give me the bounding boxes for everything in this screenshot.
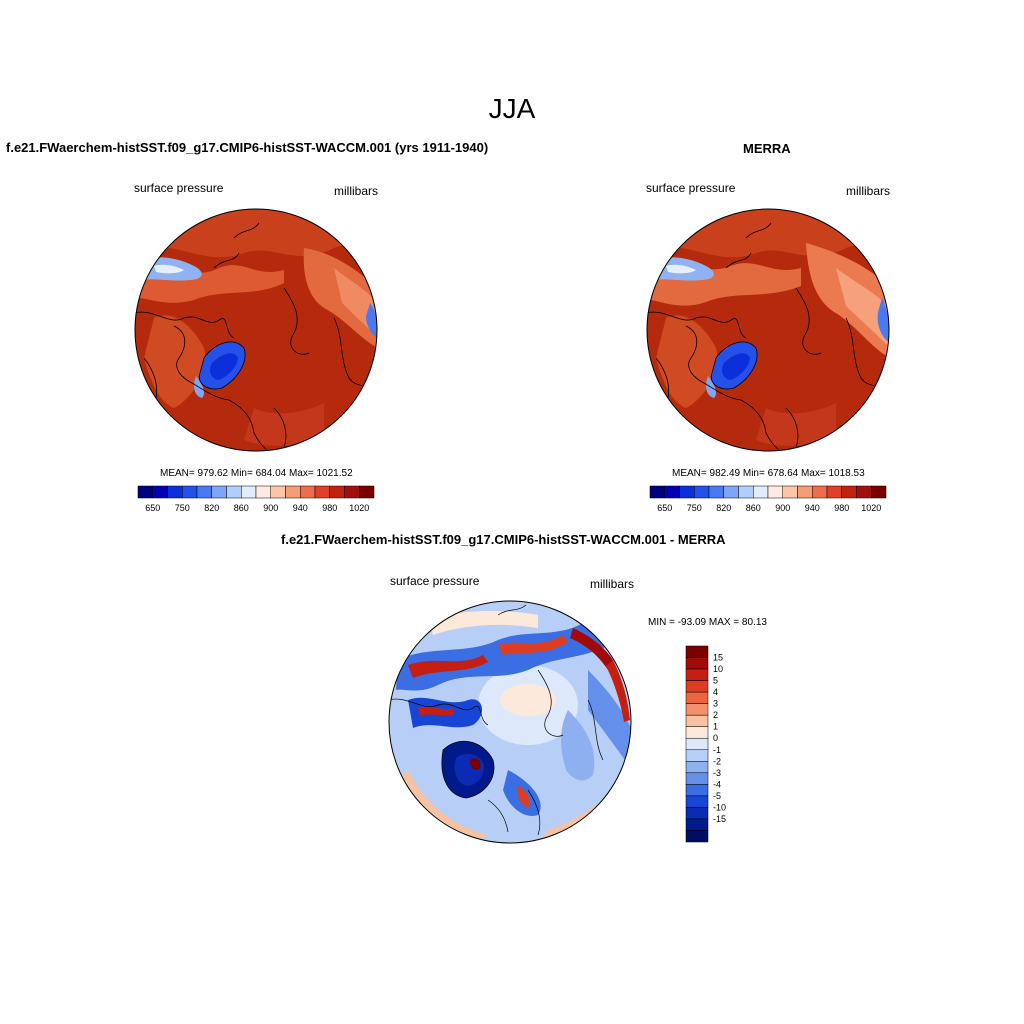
colorbar-swatch [211, 485, 227, 499]
colorbar-tick-label: 900 [263, 503, 278, 513]
diff-colorbar-tick-label: -15 [713, 814, 726, 824]
colorbar-swatch [241, 485, 257, 499]
diff-colorbar-swatch [685, 645, 709, 658]
right-variable-label: surface pressure [646, 181, 736, 195]
diff-colorbar-swatch [685, 795, 709, 808]
colorbar-tick-label: 860 [234, 503, 249, 513]
colorbar-swatch [841, 485, 857, 499]
colorbar-swatch [649, 485, 665, 499]
diff-colorbar-swatch [685, 668, 709, 681]
diff-stats: MIN = -93.09 MAX = 80.13 [648, 617, 767, 628]
colorbar-swatch [826, 485, 842, 499]
colorbar-swatch [797, 485, 813, 499]
diff-colorbar-swatch [685, 761, 709, 774]
diff-colorbar-swatch [685, 749, 709, 762]
season-title: JJA [488, 93, 536, 124]
diff-colorbar-tick-label: -4 [713, 779, 721, 789]
left-variable-label: surface pressure [134, 181, 224, 195]
colorbar-tick-label: 750 [687, 503, 702, 513]
colorbar-swatch [767, 485, 783, 499]
colorbar-swatch [679, 485, 695, 499]
diff-colorbar-swatch [685, 691, 709, 704]
colorbar-tick-label: 820 [716, 503, 731, 513]
colorbar-swatch [196, 485, 212, 499]
colorbar-tick-label: 1020 [349, 503, 369, 513]
colorbar-swatch [708, 485, 724, 499]
colorbar-swatch [664, 485, 680, 499]
right-panel-title: MERRA [743, 141, 791, 156]
diff-colorbar-tick-label: 15 [713, 653, 723, 663]
diff-colorbar-tick-label: -5 [713, 791, 721, 801]
diff-colorbar-tick-label: 10 [713, 664, 723, 674]
colorbar-tick-label: 820 [204, 503, 219, 513]
colorbar-swatch [137, 485, 153, 499]
diff-colorbar-tick-label: 0 [713, 733, 718, 743]
diff-colorbar-swatch [685, 726, 709, 739]
colorbar-swatch [723, 485, 739, 499]
colorbar-swatch [871, 485, 887, 499]
colorbar-tick-label: 980 [834, 503, 849, 513]
colorbar-tick-label: 650 [145, 503, 160, 513]
diff-colorbar-swatch [685, 680, 709, 693]
left-colorbar: 650 750 820 860 900 940 980 1020 [137, 485, 375, 513]
colorbar-tick-label: 940 [805, 503, 820, 513]
colorbar-swatch [782, 485, 798, 499]
colorbar-swatch [182, 485, 198, 499]
diff-colorbar-tick-label: 2 [713, 710, 718, 720]
left-polar-map [134, 208, 378, 452]
colorbar-swatch [738, 485, 754, 499]
left-panel-title: f.e21.FWaerchem-histSST.f09_g17.CMIP6-hi… [6, 140, 489, 155]
colorbar-tick-label: 650 [657, 503, 672, 513]
colorbar-swatch [270, 485, 286, 499]
right-units-label: millibars [846, 184, 891, 198]
diff-colorbar-tick-label: 4 [713, 687, 718, 697]
diff-colorbar-tick-label: 5 [713, 676, 718, 686]
right-colorbar: 650 750 820 860 900 940 980 1020 [649, 485, 887, 513]
diff-colorbar-swatch [685, 703, 709, 716]
colorbar-tick-label: 750 [175, 503, 190, 513]
colorbar-swatch [329, 485, 345, 499]
diff-colorbar-swatch [685, 772, 709, 785]
colorbar-swatch [753, 485, 769, 499]
diff-colorbar-swatch [685, 714, 709, 727]
diff-colorbar-swatch [685, 830, 709, 843]
diff-colorbar-swatch [685, 807, 709, 820]
colorbar-swatch [285, 485, 301, 499]
diff-units-label: millibars [590, 577, 635, 591]
left-units-label: millibars [334, 184, 379, 198]
colorbar-swatch [152, 485, 168, 499]
diff-colorbar-swatch [685, 657, 709, 670]
colorbar-swatch [359, 485, 375, 499]
diff-colorbar-swatch [685, 818, 709, 831]
colorbar-swatch [167, 485, 183, 499]
colorbar-tick-label: 980 [322, 503, 337, 513]
colorbar-tick-label: 940 [293, 503, 308, 513]
colorbar-swatch [344, 485, 360, 499]
colorbar-tick-label: 860 [746, 503, 761, 513]
left-stats: MEAN= 979.62 Min= 684.04 Max= 1021.52 [160, 468, 353, 479]
right-stats: MEAN= 982.49 Min= 678.64 Max= 1018.53 [672, 468, 865, 479]
diff-colorbar-tick-label: -1 [713, 745, 721, 755]
diff-polar-map [388, 600, 632, 844]
colorbar-swatch [812, 485, 828, 499]
colorbar-tick-label: 1020 [861, 503, 881, 513]
diff-panel-title: f.e21.FWaerchem-histSST.f09_g17.CMIP6-hi… [281, 532, 726, 547]
colorbar-swatch [856, 485, 872, 499]
colorbar-swatch [255, 485, 271, 499]
right-polar-map [646, 208, 890, 452]
diff-variable-label: surface pressure [390, 574, 480, 588]
diff-colorbar-tick-label: 3 [713, 699, 718, 709]
colorbar-swatch [226, 485, 242, 499]
colorbar-swatch [314, 485, 330, 499]
diff-colorbar-tick-label: -10 [713, 802, 726, 812]
diff-colorbar-tick-label: -2 [713, 756, 721, 766]
colorbar-tick-label: 900 [775, 503, 790, 513]
diff-colorbar-swatch [685, 737, 709, 751]
diff-colorbar-tick-label: -3 [713, 768, 721, 778]
diff-colorbar-tick-label: 1 [713, 722, 718, 732]
colorbar-swatch [694, 485, 710, 499]
diff-colorbar-swatch [685, 784, 709, 797]
colorbar-swatch [300, 485, 316, 499]
